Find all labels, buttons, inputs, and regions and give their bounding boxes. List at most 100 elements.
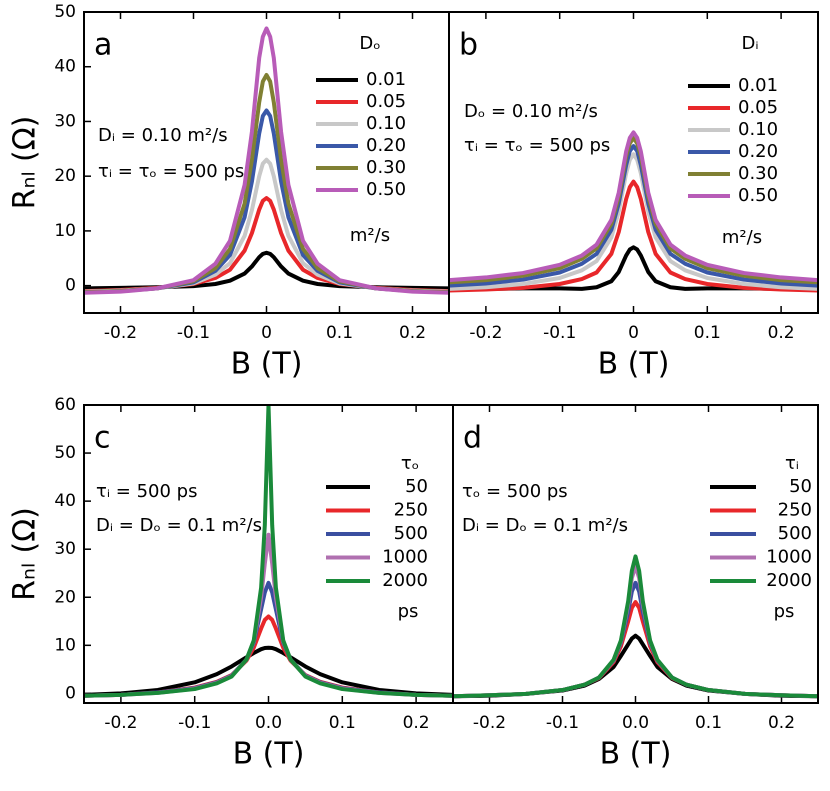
x-tick-label: -0.2: [469, 323, 502, 343]
annotation: τᵢ = τₒ = 500 ps: [98, 161, 244, 182]
legend-label: 2000: [766, 570, 812, 591]
annotation: τₒ = 500 ps: [462, 481, 568, 502]
x-tick-label: 0: [261, 323, 272, 343]
x-axis-label: B (T): [600, 737, 672, 772]
x-tick-label: -0.1: [543, 323, 576, 343]
legend-label: 0.10: [366, 113, 406, 134]
legend-label: 0.50: [366, 179, 406, 200]
legend-title: τᵢ: [785, 453, 799, 474]
annotation: τᵢ = τₒ = 500 ps: [464, 135, 610, 156]
legend-label: 1000: [382, 547, 428, 568]
x-tick-label: 0.2: [768, 713, 795, 733]
x-tick-label: 0.2: [403, 713, 430, 733]
panel: -0.2 -0.1 0 0.1 0.2 0.010.050.100.200.300.50 b…: [448, 11, 819, 382]
annotation: Dᵢ = Dₒ = 0.1 m²/s: [96, 515, 262, 536]
x-tick-label: -0.2: [104, 323, 137, 343]
legend-label: 0.20: [366, 135, 406, 156]
x-axis-label: B (T): [233, 737, 305, 772]
y-tick-label: 40: [54, 57, 76, 77]
y-axis-label: Rₙₗ (Ω): [8, 507, 43, 601]
x-tick-label: 0.0: [255, 713, 282, 733]
series-line: [453, 554, 818, 699]
legend-label: 2000: [382, 570, 428, 591]
series-line: [84, 405, 453, 698]
series-line: [84, 250, 449, 291]
x-tick-label: -0.1: [178, 713, 211, 733]
annotation: Dᵢ = 0.10 m²/s: [98, 125, 228, 146]
series-line: [449, 152, 818, 291]
x-tick-label: 0.1: [695, 713, 722, 733]
series-line: [453, 580, 818, 699]
plot-frame: [448, 11, 819, 314]
series-line: [449, 130, 818, 283]
x-tick-label: 0: [628, 323, 639, 343]
legend-footer: m²/s: [350, 225, 390, 246]
legend-footer: m²/s: [722, 227, 762, 248]
series-line: [449, 179, 818, 293]
legend-label: 250: [778, 500, 812, 521]
panel: -0.2 -0.1 0 0.1 0.2010203040500.010.050.100.…: [8, 2, 450, 382]
legend-label: 500: [394, 523, 428, 544]
legend-label: 0.05: [366, 91, 406, 112]
series-line: [449, 144, 818, 288]
y-tick-label: 40: [54, 491, 76, 511]
y-tick-label: 0: [65, 276, 76, 296]
y-tick-label: 30: [54, 539, 76, 559]
legend-label: 250: [394, 500, 428, 521]
y-tick-label: 60: [54, 395, 76, 415]
x-tick-label: 0.2: [768, 323, 795, 343]
legend-label: 50: [405, 476, 428, 497]
legend-footer: ps: [398, 601, 419, 622]
legend-title: τₒ: [401, 453, 419, 474]
panel-label: b: [459, 28, 478, 63]
legend-label: 0.05: [738, 97, 778, 118]
legend-label: 0.10: [738, 119, 778, 140]
x-tick-label: -0.2: [104, 713, 137, 733]
x-tick-label: 0.1: [326, 323, 353, 343]
y-tick-label: 20: [54, 166, 76, 186]
legend-label: 0.30: [366, 157, 406, 178]
panel-label: d: [463, 421, 482, 456]
x-tick-label: -0.2: [473, 713, 506, 733]
series-line: [449, 245, 818, 292]
y-tick-label: 20: [54, 587, 76, 607]
x-tick-label: 0.2: [399, 323, 426, 343]
series-line: [453, 600, 818, 699]
annotation: Dₒ = 0.10 m²/s: [464, 101, 598, 122]
x-tick-label: 0.1: [694, 323, 721, 343]
series-line: [453, 633, 818, 699]
annotation: τᵢ = 500 ps: [96, 481, 197, 502]
series-line: [84, 645, 453, 697]
legend-title: Dₒ: [359, 33, 380, 54]
legend-label: 0.50: [738, 185, 778, 206]
y-tick-label: 30: [54, 111, 76, 131]
y-tick-label: 10: [54, 221, 76, 241]
plot-frame: [452, 404, 819, 704]
series-line: [84, 196, 449, 294]
legend-label: 0.30: [738, 163, 778, 184]
x-tick-label: -0.1: [546, 713, 579, 733]
panel-label: c: [94, 421, 111, 456]
panel-label: a: [94, 28, 112, 63]
series-line: [449, 135, 818, 285]
x-tick-label: 0.1: [329, 713, 356, 733]
y-tick-label: 50: [54, 2, 76, 22]
legend-label: 0.01: [738, 75, 778, 96]
x-axis-label: B (T): [231, 347, 303, 382]
legend-label: 0.20: [738, 141, 778, 162]
y-tick-label: 0: [65, 683, 76, 703]
y-tick-label: 10: [54, 635, 76, 655]
y-axis-label: Rₙₗ (Ω): [8, 116, 43, 210]
y-tick-label: 50: [54, 443, 76, 463]
series-line: [84, 26, 449, 295]
legend-label: 1000: [766, 547, 812, 568]
legend-label: 0.01: [366, 69, 406, 90]
x-tick-label: -0.1: [177, 323, 210, 343]
series-line: [84, 614, 453, 698]
series-line: [84, 580, 453, 698]
annotation: Dᵢ = Dₒ = 0.1 m²/s: [462, 515, 628, 536]
legend-label: 50: [789, 476, 812, 497]
